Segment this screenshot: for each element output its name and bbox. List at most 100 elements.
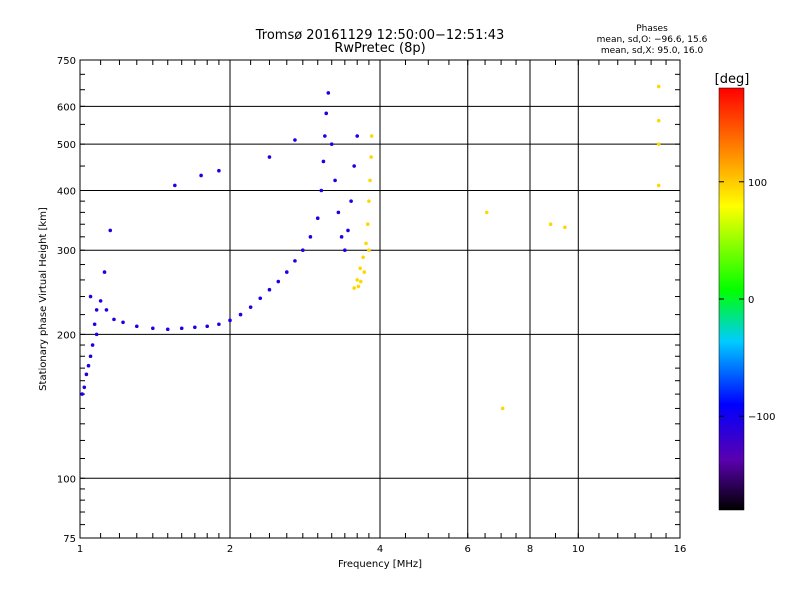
data-point (276, 279, 281, 284)
data-point (324, 111, 329, 116)
y-axis-label: Stationary phase Virtual Height [km] (38, 207, 49, 391)
data-point (346, 228, 350, 233)
data-point (94, 308, 99, 312)
x-axis-label: Frequency [MHz] (338, 559, 422, 570)
y-tick-label: 300 (57, 246, 76, 257)
y-tick-label: 100 (57, 474, 76, 485)
data-point (484, 210, 489, 215)
data-point (86, 363, 91, 368)
data-point (238, 312, 243, 317)
data-point (80, 392, 84, 396)
grid-lines (80, 60, 680, 538)
data-point (329, 142, 334, 146)
data-point (228, 318, 232, 323)
data-point (217, 322, 221, 327)
data-point (367, 199, 371, 203)
data-point (94, 332, 99, 337)
data-point (656, 142, 661, 146)
y-tick-label: 200 (57, 330, 76, 341)
data-point (151, 326, 155, 331)
data-point (369, 155, 373, 159)
data-point (104, 308, 109, 312)
stats-line-o: mean, sd,O: −96.6, 15.6 (597, 35, 708, 45)
data-point (258, 296, 263, 301)
x-tick-label: 4 (377, 544, 383, 555)
x-tick-label: 16 (674, 544, 687, 555)
data-point (365, 222, 370, 227)
y-tick-label: 400 (57, 186, 76, 197)
chart-subtitle: RwPretec (8p) (334, 41, 425, 56)
stats-line-x: mean, sd,X: 95.0, 16.0 (601, 46, 704, 56)
data-point (352, 164, 356, 168)
data-point (284, 270, 289, 274)
data-point (369, 134, 374, 138)
y-tick-label: 500 (57, 140, 76, 151)
data-point (121, 320, 125, 325)
x-tick-label: 2 (227, 544, 233, 555)
data-point (98, 299, 103, 303)
data-point (90, 343, 95, 347)
data-points (80, 84, 661, 411)
data-point (321, 159, 326, 164)
data-point (267, 155, 272, 159)
data-point (293, 138, 297, 142)
y-tick-label: 75 (63, 534, 76, 545)
data-point (656, 118, 661, 123)
data-point (293, 259, 297, 263)
y-tick-label: 750 (57, 56, 76, 67)
colorbar-label: [deg] (715, 72, 750, 87)
x-tick-label: 6 (465, 544, 471, 555)
data-point (358, 266, 362, 271)
data-point (173, 183, 177, 188)
data-point (548, 222, 553, 227)
data-point (84, 372, 89, 377)
data-point (315, 216, 320, 221)
colorbar-tick-label: 100 (748, 178, 767, 189)
data-point (355, 134, 359, 138)
data-point (356, 284, 361, 289)
stats-heading: Phases (636, 24, 668, 34)
data-point (326, 91, 331, 95)
data-point (563, 225, 567, 230)
minor-ticks (80, 60, 680, 538)
data-point (368, 178, 372, 183)
data-point (323, 134, 327, 138)
y-tick-labels: 75 100 200 300 400 500 600 750 (57, 56, 76, 545)
x-tick-label: 8 (527, 544, 533, 555)
data-point (367, 248, 371, 253)
data-point (339, 235, 344, 239)
x-tick-label: 1 (77, 544, 83, 555)
data-point (343, 248, 347, 253)
data-point (112, 317, 116, 322)
data-point (319, 188, 324, 193)
data-point (301, 248, 305, 253)
data-point (656, 183, 661, 188)
data-point (217, 168, 221, 173)
data-point (199, 173, 203, 178)
data-point (248, 305, 253, 309)
data-point (336, 210, 341, 215)
data-point (92, 322, 97, 327)
data-point (364, 241, 368, 246)
data-point (267, 287, 272, 292)
data-point (500, 406, 505, 411)
colorbar-ticks: 100 0 −100 (719, 178, 775, 423)
x-tick-label: 10 (572, 544, 585, 555)
data-point (308, 235, 313, 239)
colorbar-tick-label: 0 (748, 295, 754, 306)
data-point (656, 84, 661, 89)
data-point (361, 255, 365, 260)
data-point (82, 385, 87, 390)
data-point (355, 278, 359, 282)
data-point (88, 294, 93, 299)
data-point (108, 228, 113, 233)
data-point (362, 270, 367, 274)
y-tick-label: 600 (57, 102, 76, 113)
data-point (352, 286, 356, 290)
colorbar-tick-label: −100 (748, 412, 775, 423)
data-point (349, 199, 353, 203)
data-point (179, 326, 184, 331)
data-point (165, 327, 170, 332)
